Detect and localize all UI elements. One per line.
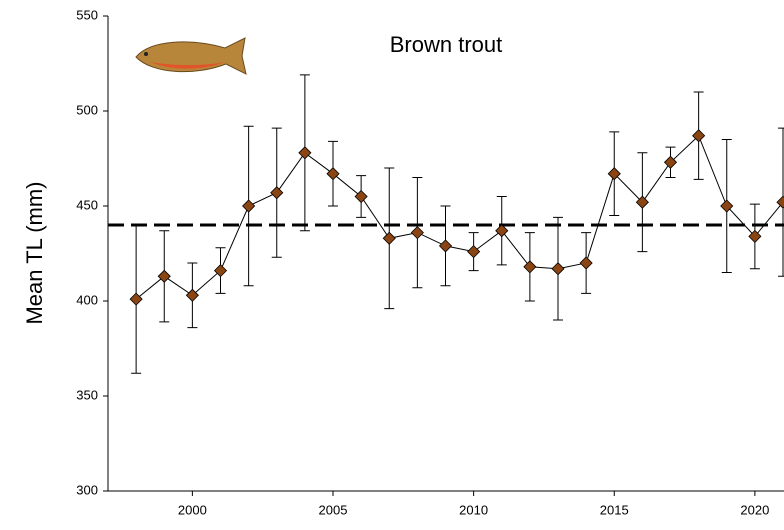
- marker: [692, 129, 706, 143]
- x-tick-label: 2020: [740, 502, 769, 517]
- marker: [298, 146, 312, 160]
- marker: [410, 226, 424, 240]
- marker: [157, 269, 171, 283]
- marker: [242, 199, 256, 213]
- y-axis-label: Mean TL (mm): [22, 181, 47, 324]
- marker: [720, 199, 734, 213]
- y-tick-label: 350: [76, 387, 98, 402]
- marker: [467, 245, 481, 259]
- marker: [213, 264, 228, 278]
- marker: [129, 292, 143, 306]
- y-tick-label: 550: [76, 7, 98, 22]
- marker: [495, 224, 509, 238]
- x-tick-label: 2010: [459, 502, 488, 517]
- marker: [382, 231, 396, 245]
- marker: [270, 186, 284, 200]
- chart-title: Brown trout: [390, 32, 503, 57]
- marker: [607, 167, 621, 181]
- fish-icon: [135, 37, 247, 75]
- y-tick-label: 500: [76, 102, 98, 117]
- y-tick-label: 450: [76, 197, 98, 212]
- marker: [551, 262, 565, 276]
- series-line: [135, 134, 784, 300]
- marker: [748, 229, 762, 243]
- marker: [523, 260, 537, 274]
- marker: [438, 239, 453, 253]
- y-tick-label: 400: [76, 292, 98, 307]
- marker: [635, 195, 649, 209]
- x-tick-label: 2000: [178, 502, 207, 517]
- marker: [579, 256, 593, 270]
- marker: [326, 167, 340, 181]
- marker: [776, 195, 784, 209]
- x-tick-label: 2005: [319, 502, 348, 517]
- marker: [663, 155, 678, 169]
- y-tick-label: 300: [76, 482, 98, 497]
- marker: [354, 189, 368, 204]
- x-tick-label: 2015: [600, 502, 629, 517]
- marker: [185, 288, 199, 302]
